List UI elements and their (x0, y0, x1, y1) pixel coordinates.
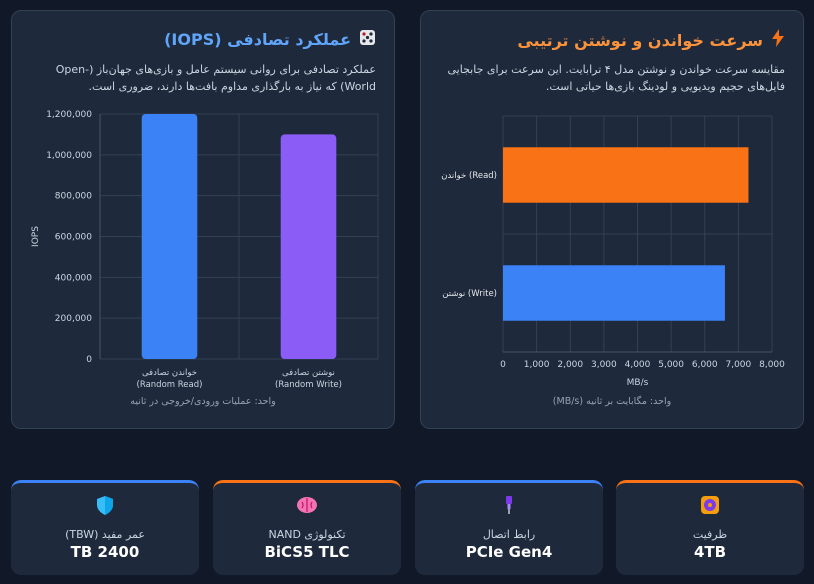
x-category-label: نوشتن تصادفی (282, 368, 335, 378)
sequential-bar-chart: 0 1,000 2,000 3,000 4,000 5,000 6,000 7,000 8,00… (441, 115, 785, 388)
x-tick-label: 8,000 (759, 360, 785, 370)
x-tick-label: 5,000 (658, 360, 684, 370)
y-category-label: خواندن (Read) (441, 171, 497, 181)
random-iops-card: عملکرد تصادفی (IOPS) عملکرد تصادفی برای … (11, 10, 395, 429)
bar-random-write (280, 134, 337, 359)
stat-card-tbw: عمر مفید (TBW) TB 2400 (11, 480, 199, 575)
x-tick-label: 3,000 (591, 360, 617, 370)
x-axis-label: MB/s (627, 378, 649, 388)
x-tick-label: 2,000 (557, 360, 583, 370)
sequential-unit-note: واحد: مگابایت بر ثانیه (MB/s) (552, 396, 672, 407)
iops-bar-chart: 0 200,000 400,000 600,000 800,000 1,000,000 1,… (31, 110, 379, 390)
brain-icon (213, 495, 401, 515)
iops-card-title: عملکرد تصادفی (IOPS) (164, 30, 351, 49)
stat-value-interface: PCIe Gen4 (465, 543, 553, 561)
bar-read (503, 147, 749, 203)
x-tick-label: 6,000 (692, 360, 718, 370)
stat-value-nand: BiCS5 TLC (264, 543, 350, 561)
stat-card-nand: تکنولوژی NAND BiCS5 TLC (213, 480, 401, 575)
connector-icon (415, 495, 603, 515)
x-tick-label: 7,000 (725, 360, 751, 370)
x-category-label: خواندن تصادفی (142, 368, 197, 378)
stat-value-capacity: 4TB (693, 543, 727, 561)
stat-label-tbw: عمر مفید (TBW) (65, 528, 145, 541)
iops-card-description: عملکرد تصادفی برای روانی سیستم عامل و با… (55, 63, 376, 93)
y-category-label: نوشتن (Write) (442, 289, 497, 299)
y-tick-label: 0 (86, 355, 92, 365)
iops-card-header: عملکرد تصادفی (IOPS) (164, 29, 376, 50)
stat-label-nand: تکنولوژی NAND (268, 528, 346, 541)
bar-write (503, 265, 725, 321)
stat-label-interface: رابط اتصال (482, 528, 536, 541)
y-tick-label: 400,000 (55, 273, 92, 283)
y-tick-label: 800,000 (55, 192, 92, 202)
sequential-card-header: سرعت خواندن و نوشتن ترتیبی (517, 29, 785, 51)
sequential-card-title: سرعت خواندن و نوشتن ترتیبی (517, 30, 763, 50)
bar-random-read (141, 114, 198, 359)
stat-card-capacity: ظرفیت 4TB (616, 480, 804, 575)
sequential-card-description: مقایسه سرعت خواندن و نوشتن مدل ۴ ترابایت… (447, 63, 786, 93)
y-tick-label: 1,000,000 (46, 151, 92, 161)
x-tick-label: 1,000 (524, 360, 550, 370)
x-category-label: (Random Read) (137, 380, 203, 390)
stat-label-capacity: ظرفیت (692, 528, 728, 541)
y-tick-label: 600,000 (55, 233, 92, 243)
x-category-label: (Random Write) (275, 380, 342, 390)
lightning-icon (771, 29, 785, 51)
x-tick-label: 4,000 (625, 360, 651, 370)
y-tick-label: 1,200,000 (46, 110, 92, 120)
iops-unit-note: واحد: عملیات ورودی/خروجی در ثانیه (130, 396, 276, 407)
stat-card-interface: رابط اتصال PCIe Gen4 (415, 480, 603, 575)
shield-icon (11, 495, 199, 516)
disk-icon (616, 495, 804, 515)
y-axis-label: IOPS (31, 226, 41, 247)
dice-icon (359, 29, 376, 50)
y-tick-label: 200,000 (55, 314, 92, 324)
x-tick-label: 0 (500, 360, 506, 370)
stat-value-tbw: TB 2400 (70, 543, 140, 561)
sequential-speed-card: سرعت خواندن و نوشتن ترتیبی مقایسه سرعت خ… (420, 10, 804, 429)
